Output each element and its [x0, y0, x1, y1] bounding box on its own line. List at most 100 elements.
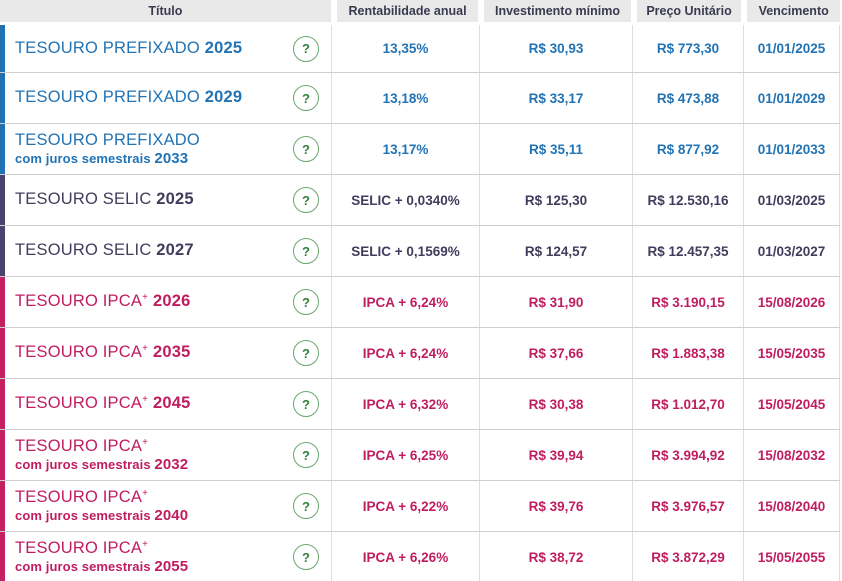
unit-price-cell: R$ 3.872,29: [633, 532, 744, 581]
table-row: TESOURO IPCA+ com juros semestrais 2040? I…: [0, 481, 840, 532]
help-icon[interactable]: ?: [293, 391, 319, 417]
bond-title: TESOURO PREFIXADO 2025: [15, 38, 243, 57]
unit-price-cell: R$ 3.976,57: [633, 481, 744, 531]
unit-price-cell: R$ 1.012,70: [633, 379, 744, 429]
minimum-investment-cell: R$ 33,17: [480, 73, 633, 123]
annual-rate-cell: SELIC + 0,1569%: [332, 226, 480, 276]
annual-rate-cell: IPCA + 6,24%: [332, 328, 480, 378]
unit-price-cell: R$ 3.190,15: [633, 277, 744, 327]
bond-title: TESOURO IPCA+ com juros semestrais 2040: [15, 487, 189, 525]
minimum-investment-cell: R$ 35,11: [480, 124, 633, 174]
minimum-investment-cell: R$ 30,38: [480, 379, 633, 429]
bond-color-bar: [0, 430, 5, 480]
maturity-date-cell: 01/01/2029: [744, 73, 840, 123]
bond-title-cell: TESOURO PREFIXADO 2029?: [0, 73, 332, 123]
column-header-rentabilidade: Rentabilidade anual: [336, 0, 479, 22]
minimum-investment-cell: R$ 31,90: [480, 277, 633, 327]
table-row: TESOURO PREFIXADO 2029? 13,18% R$ 33,17 R$ …: [0, 73, 840, 124]
bond-title-cell: TESOURO IPCA+ 2035?: [0, 328, 332, 378]
bond-title: TESOURO SELIC 2027: [15, 241, 194, 260]
unit-price-cell: R$ 773,30: [633, 25, 744, 72]
maturity-date-cell: 15/08/2032: [744, 430, 840, 480]
bond-title-cell: TESOURO PREFIXADO com juros semestrais 20…: [0, 124, 332, 174]
unit-price-cell: R$ 3.994,92: [633, 430, 744, 480]
minimum-investment-cell: R$ 124,57: [480, 226, 633, 276]
maturity-date-cell: 01/01/2033: [744, 124, 840, 174]
help-icon[interactable]: ?: [293, 340, 319, 366]
bond-color-bar: [0, 277, 5, 327]
annual-rate-cell: 13,18%: [332, 73, 480, 123]
bond-title-cell: TESOURO IPCA+ 2045?: [0, 379, 332, 429]
unit-price-cell: R$ 1.883,38: [633, 328, 744, 378]
minimum-investment-cell: R$ 39,76: [480, 481, 633, 531]
help-icon[interactable]: ?: [293, 493, 319, 519]
minimum-investment-cell: R$ 39,94: [480, 430, 633, 480]
bond-title: TESOURO IPCA+ 2035: [15, 343, 191, 362]
bond-title-cell: TESOURO SELIC 2025?: [0, 175, 332, 225]
bond-title-cell: TESOURO IPCA+ com juros semestrais 2055?: [0, 532, 332, 581]
help-icon[interactable]: ?: [293, 136, 319, 162]
bond-color-bar: [0, 328, 5, 378]
bond-color-bar: [0, 379, 5, 429]
bond-title: TESOURO IPCA+ 2045: [15, 394, 191, 413]
bond-color-bar: [0, 226, 5, 276]
bond-color-bar: [0, 175, 5, 225]
help-icon[interactable]: ?: [293, 238, 319, 264]
help-icon[interactable]: ?: [293, 35, 319, 62]
help-icon[interactable]: ?: [293, 442, 319, 468]
table-row: TESOURO IPCA+ 2045? IPCA + 6,32% R$ 30,38 R…: [0, 379, 840, 430]
column-header-titulo: Título: [0, 0, 331, 22]
unit-price-cell: R$ 12.457,35: [633, 226, 744, 276]
help-icon[interactable]: ?: [293, 544, 319, 570]
minimum-investment-cell: R$ 125,30: [480, 175, 633, 225]
bond-title: TESOURO IPCA+ 2026: [15, 292, 191, 311]
maturity-date-cell: 15/05/2055: [744, 532, 840, 581]
bond-color-bar: [0, 73, 5, 123]
help-icon[interactable]: ?: [293, 289, 319, 315]
column-header-vencimento: Vencimento: [747, 0, 840, 22]
table-row: TESOURO IPCA+ com juros semestrais 2055? I…: [0, 532, 840, 581]
minimum-investment-cell: R$ 30,93: [480, 25, 633, 72]
annual-rate-cell: 13,35%: [332, 25, 480, 72]
maturity-date-cell: 01/01/2025: [744, 25, 840, 72]
annual-rate-cell: 13,17%: [332, 124, 480, 174]
annual-rate-cell: SELIC + 0,0340%: [332, 175, 480, 225]
help-icon[interactable]: ?: [293, 85, 319, 111]
maturity-date-cell: 01/03/2025: [744, 175, 840, 225]
table-row: TESOURO PREFIXADO 2025? 13,35% R$ 30,93 R$ …: [0, 25, 840, 73]
table-row: TESOURO SELIC 2027? SELIC + 0,1569% R$ 124…: [0, 226, 840, 277]
annual-rate-cell: IPCA + 6,24%: [332, 277, 480, 327]
annual-rate-cell: IPCA + 6,22%: [332, 481, 480, 531]
table-row: TESOURO IPCA+ com juros semestrais 2032? I…: [0, 430, 840, 481]
bond-title-cell: TESOURO IPCA+ com juros semestrais 2040?: [0, 481, 332, 531]
bond-title: TESOURO PREFIXADO com juros semestrais 20…: [15, 130, 200, 168]
table-row: TESOURO SELIC 2025? SELIC + 0,0340% R$ 125…: [0, 175, 840, 226]
bond-color-bar: [0, 481, 5, 531]
table-row: TESOURO PREFIXADO com juros semestrais 20…: [0, 124, 840, 175]
bond-title: TESOURO IPCA+ com juros semestrais 2055: [15, 538, 189, 576]
unit-price-cell: R$ 473,88: [633, 73, 744, 123]
minimum-investment-cell: R$ 38,72: [480, 532, 633, 581]
column-header-preco: Preço Unitário: [636, 0, 742, 22]
bond-title-cell: TESOURO PREFIXADO 2025?: [0, 25, 332, 72]
bond-table-body: TESOURO PREFIXADO 2025? 13,35% R$ 30,93 R$ …: [0, 25, 840, 581]
annual-rate-cell: IPCA + 6,26%: [332, 532, 480, 581]
bond-title: TESOURO SELIC 2025: [15, 190, 194, 209]
maturity-date-cell: 15/08/2040: [744, 481, 840, 531]
maturity-date-cell: 15/05/2045: [744, 379, 840, 429]
table-header: Título Rentabilidade anual Investimento …: [0, 0, 840, 22]
bond-color-bar: [0, 25, 5, 72]
bond-title: TESOURO PREFIXADO 2029: [15, 88, 243, 107]
minimum-investment-cell: R$ 37,66: [480, 328, 633, 378]
bond-color-bar: [0, 532, 5, 581]
bond-color-bar: [0, 124, 5, 174]
table-row: TESOURO IPCA+ 2026? IPCA + 6,24% R$ 31,90 R…: [0, 277, 840, 328]
unit-price-cell: R$ 877,92: [633, 124, 744, 174]
bond-title: TESOURO IPCA+ com juros semestrais 2032: [15, 436, 189, 474]
table-row: TESOURO IPCA+ 2035? IPCA + 6,24% R$ 37,66 R…: [0, 328, 840, 379]
column-header-investimento: Investimento mínimo: [484, 0, 631, 22]
help-icon[interactable]: ?: [293, 187, 319, 213]
maturity-date-cell: 15/08/2026: [744, 277, 840, 327]
